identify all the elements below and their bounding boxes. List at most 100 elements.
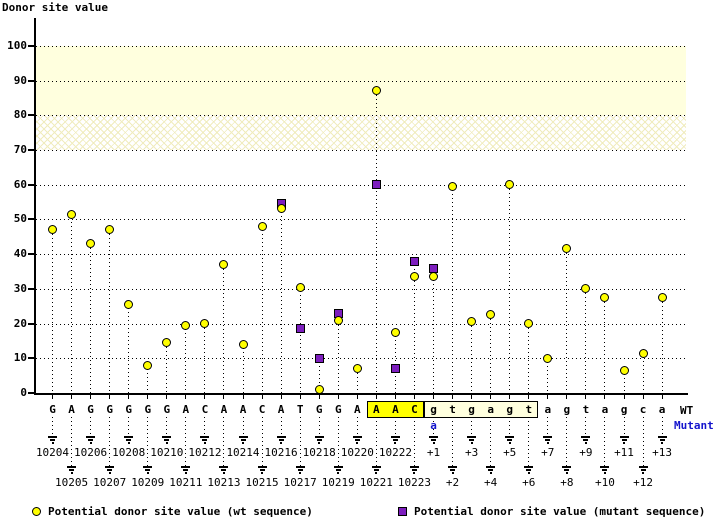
ground-symbol-icon [392,439,398,441]
position-label: 10213 [207,476,241,489]
wt-marker [619,365,629,375]
y-axis-label: 20 [13,316,27,330]
x-axis-tick [299,395,301,399]
marker-stem [566,248,568,393]
ground-symbol-icon [89,442,92,444]
ground-symbol-icon [337,472,340,474]
chart-title: Donor site value [2,1,108,14]
sequence-base: A [239,403,247,416]
gridline [36,115,688,117]
ground-symbol-icon [584,442,587,444]
mutant-row-label: Mutant [674,419,714,432]
y-axis-tick [28,183,35,186]
y-axis-tick [28,114,35,117]
sequence-base: A [220,403,228,416]
wt-marker [409,272,419,282]
ground-symbol-icon [50,439,55,441]
x-axis-tick [280,395,282,399]
position-label: +9 [579,446,593,459]
position-label: 10205 [54,476,89,489]
ground-symbol-icon [409,466,419,468]
ground-symbol-icon [145,469,151,471]
sequence-base: G [125,403,132,416]
ground-symbol-icon [488,469,494,471]
x-axis-tick [585,395,587,399]
sequence-base: g [620,403,628,416]
gridline [36,149,688,151]
marker-stem [71,214,73,393]
x-axis-tick [604,395,606,399]
ground-symbol-icon [621,439,627,441]
marker-stem [185,325,187,393]
wt-marker [105,225,115,235]
sequence-base: G [87,403,94,416]
ground-symbol-icon [219,466,229,468]
sequence-base: G [49,403,56,416]
position-drop-line [394,417,396,436]
ground-symbol-icon [619,436,629,438]
position-drop-line [204,417,206,436]
position-drop-line [604,417,606,466]
ground-symbol-icon [526,469,532,471]
ground-symbol-icon [546,442,549,444]
sequence-base: G [163,403,171,416]
marker-stem [242,344,244,393]
y-axis-label: 60 [13,177,27,191]
wt-marker [657,293,667,303]
sequence-base: t [525,403,533,416]
ground-symbol-icon [183,469,189,471]
wt-marker [86,239,96,249]
position-label: +11 [614,446,634,459]
position-label: 10216 [264,446,298,459]
mutant-marker [409,256,419,266]
ground-symbol-icon [508,442,511,444]
mutant-marker [295,324,305,334]
position-drop-line [299,417,301,466]
sequence-base: g [506,403,513,416]
wt-marker [257,221,267,231]
sequence-base: A [182,403,190,416]
position-drop-line [147,417,149,466]
position-label: 10206 [74,446,108,459]
sequence-base: g [563,403,571,416]
wt-marker [314,385,324,395]
legend: Potential donor site value (wt sequence)… [0,504,720,520]
ground-symbol-icon [431,439,436,441]
position-label: +12 [633,476,653,489]
ground-symbol-icon [411,469,417,471]
position-drop-line [585,417,587,436]
ground-symbol-icon [467,436,477,438]
ground-symbol-icon [333,466,343,468]
position-drop-line [337,417,339,466]
y-axis-label: 30 [13,281,27,295]
wt-marker [276,204,286,214]
y-axis-tick [28,44,35,47]
position-drop-line [509,417,511,436]
wt-marker [162,338,172,348]
y-axis-label: 0 [20,386,27,399]
ground-symbol-icon [276,436,286,438]
ground-symbol-icon [221,469,227,471]
position-label: 10222 [378,446,412,459]
marker-stem [261,226,263,393]
wt-marker [295,282,305,292]
position-label: 10209 [131,476,165,489]
wt-legend-label: Potential donor site value (wt sequence) [48,505,313,518]
ground-symbol-icon [469,439,475,441]
position-drop-line [547,417,549,436]
sequence-base: A [353,403,361,416]
sequence-base: G [315,403,323,416]
ground-symbol-icon [261,472,264,474]
marker-stem [375,90,377,393]
sequence-base: A [277,403,285,416]
sequence-base: t [449,403,456,416]
wt-marker [600,293,610,303]
marker-stem [299,287,301,393]
ground-symbol-icon [67,466,77,468]
ground-symbol-icon [69,469,75,471]
y-axis-tick [28,322,35,325]
wt-marker [524,319,534,329]
ground-symbol-icon [107,469,113,471]
ground-symbol-icon [316,439,322,441]
ground-symbol-icon [181,466,191,468]
